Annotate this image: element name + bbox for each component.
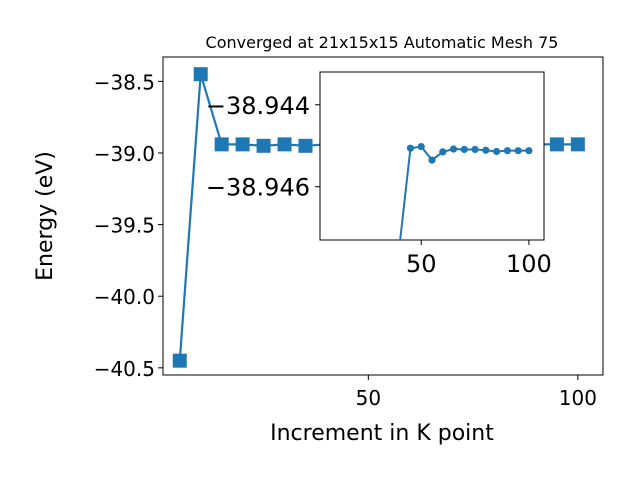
x-axis-label: Increment in K point bbox=[270, 421, 494, 446]
inset-data-point bbox=[514, 147, 522, 155]
inset-y-tick-label: −38.946 bbox=[206, 174, 310, 202]
data-point bbox=[277, 137, 292, 152]
data-point bbox=[256, 138, 271, 153]
inset-data-point bbox=[449, 145, 458, 153]
y-axis-label: Energy (eV) bbox=[33, 151, 58, 281]
data-point bbox=[298, 138, 313, 153]
inset-x-tick-label: 100 bbox=[506, 250, 552, 278]
y-tick-label: −40.5 bbox=[94, 357, 155, 381]
inset-data-point bbox=[525, 147, 533, 155]
inset-plot-layer: −38.946 −38.944 50 100 bbox=[206, 92, 552, 278]
y-tick-label: −38.5 bbox=[94, 70, 155, 94]
data-point bbox=[214, 137, 229, 152]
inset-data-point bbox=[439, 148, 447, 156]
y-tick-label: −39.0 bbox=[94, 142, 155, 166]
data-point bbox=[570, 137, 585, 152]
inset-data-group bbox=[399, 142, 533, 240]
data-point bbox=[172, 353, 187, 368]
y-tick-label: −40.0 bbox=[94, 285, 155, 309]
data-point bbox=[549, 137, 564, 152]
inset-data-point bbox=[406, 144, 415, 152]
chart-title: Converged at 21x15x15 Automatic Mesh 75 bbox=[206, 33, 559, 52]
x-tick-label: 100 bbox=[559, 386, 597, 410]
data-point bbox=[193, 67, 208, 82]
inset-data-point bbox=[460, 145, 468, 154]
inset-data-point bbox=[482, 146, 490, 154]
inset-x-tick-label: 50 bbox=[406, 250, 437, 278]
inset-data-point bbox=[428, 156, 436, 164]
inset-axes-frame bbox=[319, 71, 545, 241]
inset-data-point bbox=[493, 147, 501, 156]
data-point bbox=[235, 137, 250, 152]
inset-y-tick-label: −38.944 bbox=[206, 92, 310, 120]
y-tick-label: −39.5 bbox=[94, 214, 155, 238]
inset-data-point bbox=[471, 145, 479, 154]
x-tick-label: 50 bbox=[356, 386, 381, 410]
inset-data-point bbox=[417, 142, 425, 151]
inset-data-point bbox=[503, 147, 511, 155]
